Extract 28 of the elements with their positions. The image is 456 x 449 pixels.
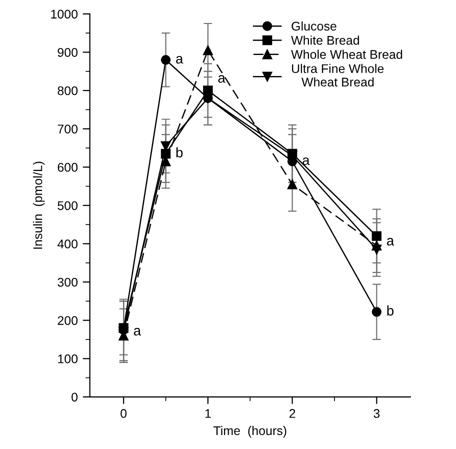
y-tick-label: 900	[58, 48, 78, 57]
y-tick-label: 0	[72, 392, 78, 402]
legend-label: Glucose	[292, 21, 336, 31]
y-tick-label: 100	[58, 354, 78, 364]
annotation: a	[218, 75, 226, 83]
legend-label: Whole Wheat Bread	[291, 50, 402, 59]
annotation: a	[176, 56, 184, 64]
annotation: a	[134, 328, 142, 336]
legend-label: White Bread	[291, 36, 360, 45]
legend-label: Ultra Fine Whole Wheat Bread	[292, 64, 384, 87]
y-tick-label: 500	[58, 201, 78, 210]
x-tick-label: 0	[120, 409, 127, 418]
annotation: b	[176, 147, 183, 158]
y-tick-label: 800	[58, 86, 78, 96]
y-tick-label: 400	[57, 240, 78, 248]
y-axis-title: Insulin (pmol/L)	[33, 162, 45, 249]
y-tick-label: 600	[58, 162, 78, 172]
y-tick-label: 700	[58, 124, 78, 134]
x-tick-label: 3	[374, 409, 380, 418]
annotation: a	[386, 238, 394, 246]
x-axis-title: Time (hours)	[213, 426, 286, 438]
x-tick-label: 2	[289, 409, 296, 418]
y-tick-label: 300	[58, 278, 78, 287]
y-tick-label: 1000	[51, 10, 78, 19]
annotation: a	[302, 157, 310, 166]
y-tick-label: 200	[58, 316, 78, 325]
annotation: b	[387, 305, 394, 316]
x-tick-label: 1	[205, 409, 211, 418]
